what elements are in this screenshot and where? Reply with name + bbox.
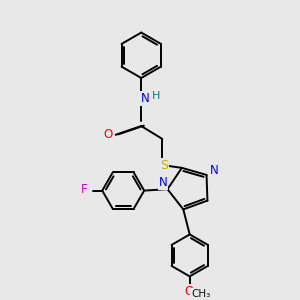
Text: O: O	[104, 128, 113, 141]
Text: N: N	[159, 176, 167, 189]
Text: O: O	[184, 285, 194, 298]
Text: N: N	[210, 164, 219, 177]
Text: N: N	[140, 92, 149, 105]
Text: H: H	[152, 91, 160, 101]
Text: S: S	[160, 159, 168, 172]
Text: CH₃: CH₃	[191, 289, 210, 299]
Text: F: F	[81, 183, 87, 196]
